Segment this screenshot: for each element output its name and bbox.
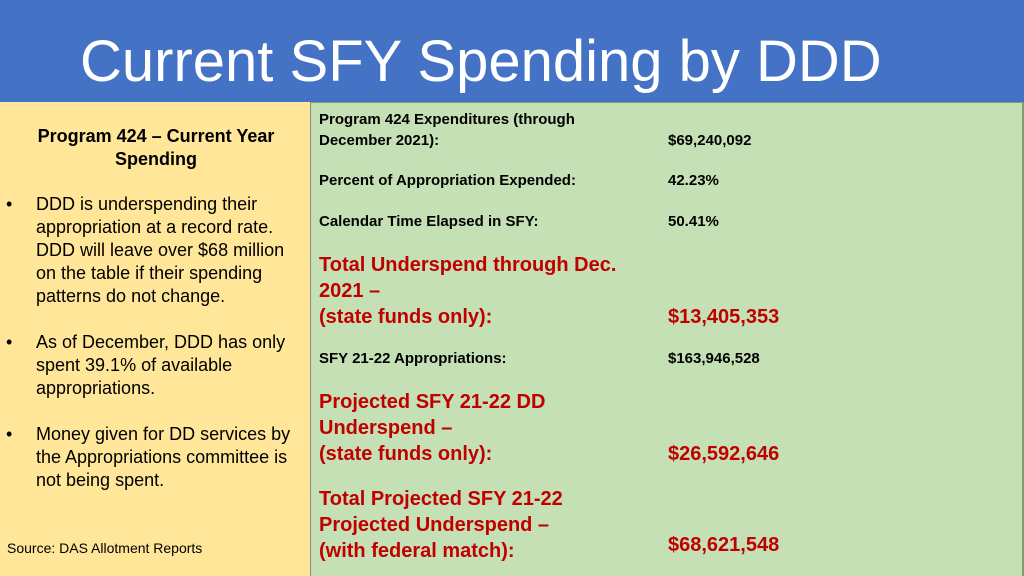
slide-title: Current SFY Spending by DDD [80,29,882,94]
figure-label-line: Underspend – [319,417,453,439]
figures-panel: Program 424 Expenditures (through Decemb… [311,102,1024,576]
summary-heading-line2: Spending [115,149,197,169]
figure-label-line: (state funds only): [319,443,493,465]
summary-panel: Program 424 – Current Year Spending • DD… [0,102,311,576]
figure-label-line: Projected Underspend – [319,514,550,536]
figure-label-line: (with federal match): [319,540,515,562]
figure-value: $26,592,646 [668,443,780,465]
figure-label-line: Projected SFY 21-22 DD [319,391,546,413]
bullet-icon: • [6,424,13,444]
summary-bullet-text: Money given for DD services by the Appro… [36,424,291,490]
summary-heading: Program 424 – Current Year Spending [16,125,296,171]
figure-label: Program 424 Expenditures (through Decemb… [319,109,575,151]
figure-value: $69,240,092 [668,132,752,149]
figure-value: 42.23% [668,172,719,189]
figure-label-line: Program 424 Expenditures (through [319,111,575,128]
figure-label-line: (state funds only): [319,306,493,328]
bullet-icon: • [6,194,13,214]
summary-heading-line1: Program 424 – Current Year [37,126,275,146]
figure-label-line: Total Underspend through Dec. [319,254,617,276]
summary-bullet-text: DDD is underspending their appropriation… [36,194,285,306]
figure-label: Projected SFY 21-22 DD Underspend – (sta… [319,389,545,467]
bullet-icon: • [6,332,13,352]
source-note: Source: DAS Allotment Reports [7,540,203,556]
figure-label: Calendar Time Elapsed in SFY: [319,213,539,230]
title-bar: Current SFY Spending by DDD [0,0,1024,102]
summary-bullet-text: As of December, DDD has only spent 39.1%… [36,332,286,398]
figure-label: Total Projected SFY 21-22 Projected Unde… [319,486,563,564]
figure-label: Total Underspend through Dec. 2021 – (st… [319,252,616,330]
figure-label-line: Total Projected SFY 21-22 [319,488,563,510]
figure-value: $13,405,353 [668,306,780,328]
figure-label: Percent of Appropriation Expended: [319,172,576,189]
figure-value: $68,621,548 [668,534,780,556]
figure-value: 50.41% [668,213,719,230]
figure-value: $163,946,528 [668,350,760,367]
figure-label: SFY 21-22 Appropriations: [319,350,507,367]
figure-label-line: 2021 – [319,280,381,302]
figure-label-line: December 2021): [319,132,440,149]
